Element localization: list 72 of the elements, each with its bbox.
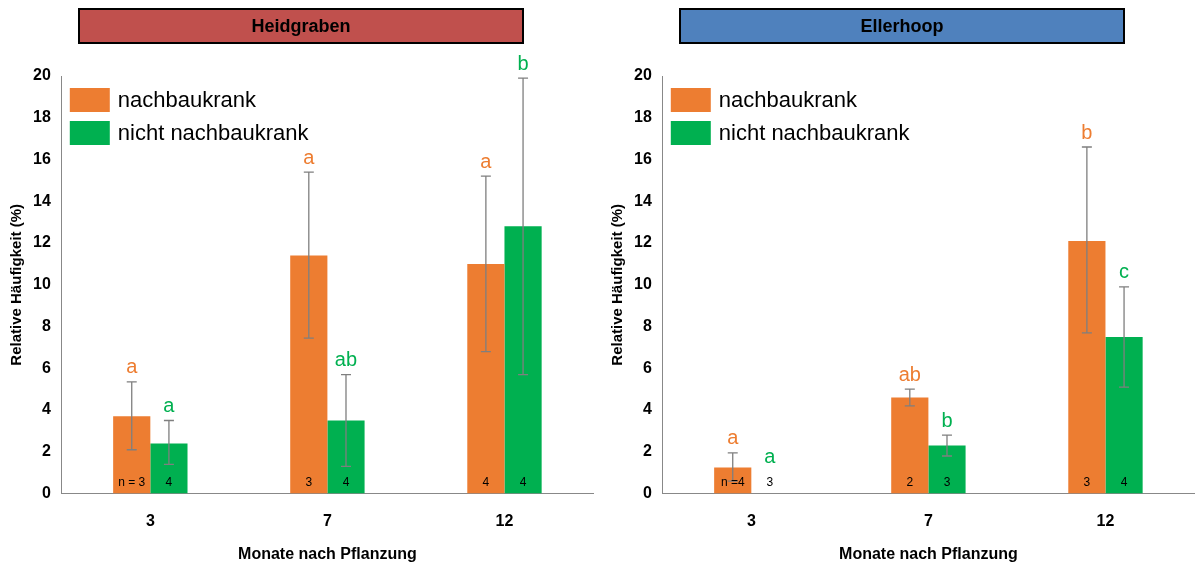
annotation: n = 3 [118,474,146,489]
bar [150,443,188,494]
y-tick-label: 18 [634,108,652,126]
bar [327,420,365,494]
annotation: ab [334,348,358,371]
annotation: 4 [165,474,173,489]
bar [1068,240,1106,494]
legend-label: nachbaukrank [718,87,859,113]
y-tick-label: 2 [41,442,51,460]
annotation: a [303,145,316,168]
annotation: a [163,394,176,417]
chart-title: Ellerhoop [679,8,1125,44]
y-tick-label: 20 [634,66,652,84]
y-tick-label: 20 [33,66,51,84]
y-tick-label: 12 [634,233,652,251]
bar [928,445,966,494]
text: b [517,51,529,74]
annotation: 4 [482,474,490,489]
x-tick-label: 3 [145,511,155,529]
annotation: 4 [519,474,527,489]
x-axis-title: Monate nach Pflanzung [238,544,417,562]
x-tick-label: 12 [1096,511,1115,529]
annotation: 3 [1083,474,1091,489]
annotation: a [126,355,139,378]
annotation: a [764,445,777,468]
x-tick-label: 7 [322,511,332,529]
annotation: n =4 [720,474,745,489]
annotation: a [727,426,740,449]
annotation: c [1119,260,1130,283]
annotation: 4 [1120,474,1128,489]
annotation: 4 [342,474,350,489]
bar [1105,337,1143,494]
y-tick-label: 18 [33,108,51,126]
y-tick-label: 4 [41,400,51,418]
y-tick-label: 12 [33,233,51,251]
x-tick-label: 3 [746,511,756,529]
x-tick-label: 12 [495,511,514,529]
y-tick-label: 4 [642,400,652,418]
y-tick-label: 6 [642,358,652,376]
y-tick-label: 2 [642,442,652,460]
legend-label: nachbaukrank [117,87,258,113]
annotation: 3 [305,474,313,489]
bar [113,416,151,494]
y-tick-label: 10 [634,275,652,293]
y-tick-label: 6 [41,358,51,376]
y-tick-label: 8 [642,316,652,334]
bar [504,226,542,494]
chart-title: Heidgraben [78,8,524,44]
y-tick-label: 10 [33,275,51,293]
x-axis-title: Monate nach Pflanzung [839,544,1018,562]
y-tick-label: 14 [33,191,51,209]
annotation: ab [898,362,921,385]
annotation: 3 [943,474,951,489]
y-tick-label: 14 [634,191,652,209]
x-tick-label: 7 [923,511,933,529]
legend-label: nicht nachbaukrank [117,120,310,146]
annotation: 3 [766,474,774,489]
y-tick-label: 0 [642,484,652,502]
y-tick-label: 8 [41,316,51,334]
legend-label: nicht nachbaukrank [718,120,911,146]
bar [891,397,929,494]
annotation: 2 [906,474,914,489]
annotation: b [941,408,953,431]
y-axis-title: Relative Häufigkeit (%) [7,203,25,366]
bar [467,263,505,494]
annotation: a [480,149,493,172]
y-tick-label: 16 [634,149,652,167]
bar [290,255,328,494]
y-axis-title: Relative Häufigkeit (%) [608,203,626,366]
annotation: b [1081,120,1093,143]
y-tick-label: 16 [33,149,51,167]
y-tick-label: 0 [41,484,51,502]
